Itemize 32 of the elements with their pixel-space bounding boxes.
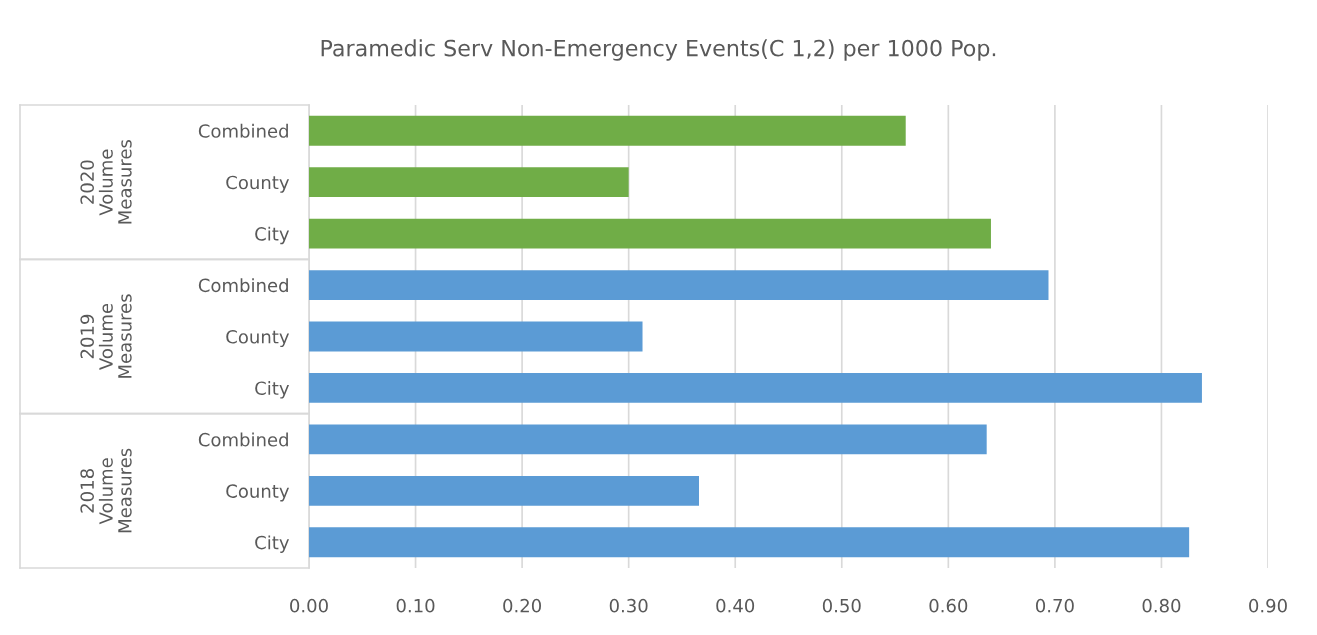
- y-tick-label: County: [226, 484, 290, 502]
- y-tick-label: City: [255, 226, 290, 245]
- x-tick-label: 0.00: [290, 598, 328, 613]
- bar: [309, 167, 629, 198]
- x-tick-label: 0.70: [1035, 598, 1074, 613]
- bar: [309, 115, 906, 146]
- bar: [309, 373, 1202, 403]
- text: 2018 Volume Measures: [80, 448, 132, 533]
- bar: [309, 321, 643, 352]
- x-tick-label: 0.50: [822, 598, 861, 613]
- y-tick-label: Combined: [198, 432, 288, 447]
- x-tick-label: 0.90: [1249, 598, 1287, 613]
- x-tick-label: 0.10: [396, 598, 435, 613]
- text: 2020 Volume Measures: [80, 139, 132, 224]
- text: 2019 Volume Measures: [80, 294, 132, 378]
- bar: [309, 270, 1049, 300]
- bar: [309, 527, 1190, 558]
- chart-title: Paramedic Serv Non-Emergency Events(C 1,2) per 1000 Pop.: [321, 39, 996, 61]
- y-tick-label: Combined: [198, 278, 288, 293]
- x-tick-label: 0.60: [929, 598, 968, 613]
- x-tick-label: 0.40: [716, 598, 755, 613]
- bar: [309, 475, 699, 506]
- y-tick-label: City: [255, 535, 290, 553]
- bar: [309, 424, 987, 455]
- y-tick-label: County: [226, 329, 290, 348]
- x-tick-label: 0.30: [609, 598, 648, 613]
- y-tick-label: City: [255, 381, 290, 399]
- bar: [309, 218, 991, 249]
- x-tick-label: 0.80: [1142, 598, 1181, 613]
- x-tick-label: 0.20: [503, 598, 542, 613]
- y-tick-label: County: [226, 175, 290, 193]
- y-tick-label: Combined: [198, 123, 288, 138]
